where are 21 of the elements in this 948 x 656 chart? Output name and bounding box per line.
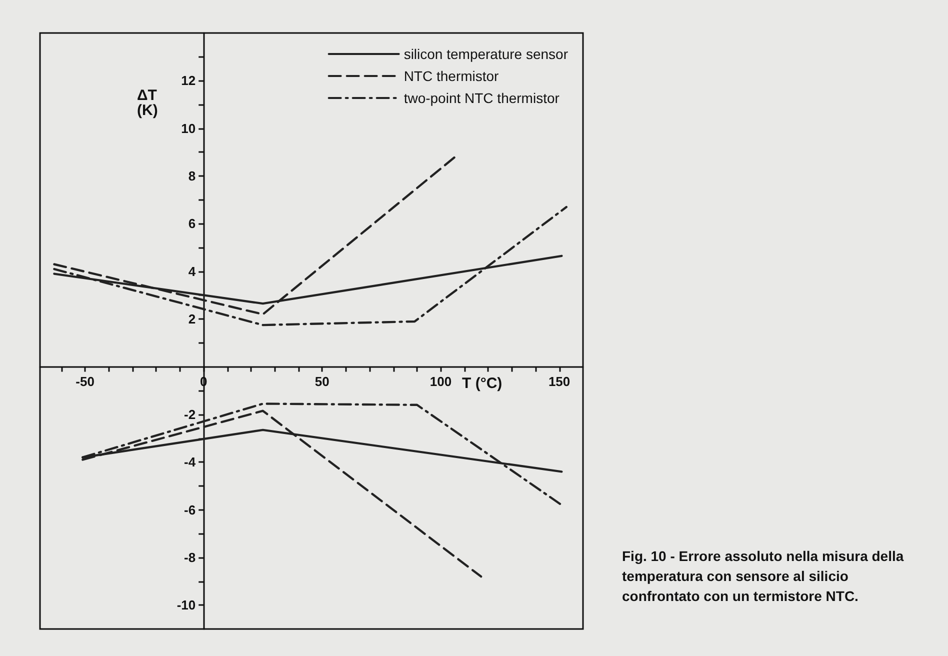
y-tick-label: -4 [184,454,196,470]
x-tick-label: 50 [314,374,330,389]
legend-label: NTC thermistor [404,68,500,84]
y-tick-label: 6 [188,216,196,232]
y-tick-label: 10 [181,120,196,136]
y-tick-label: -6 [184,502,196,518]
y-tick-label: 4 [188,264,196,279]
y-tick-label: 12 [181,73,196,88]
y-tick-label: 2 [188,312,196,327]
x-tick-label: 100 [430,374,452,389]
legend-label: two-point NTC thermistor [404,90,560,106]
caption: Fig. 10 - Errore assoluto nella misura della temperatura con sensore al silicio confrontato con un termistore NTC. [622,548,908,604]
y-axis-title: ΔT (K) [137,87,158,119]
x-axis-title: T (°C) [462,375,502,392]
y-tick-label: -2 [184,406,196,422]
y-tick-label: -8 [184,550,196,565]
y-tick-label: 8 [188,168,196,184]
x-tick-label: -50 [76,374,94,389]
legend-label: silicon temperature sensor [404,46,568,62]
y-tick-label: -10 [176,598,196,613]
x-tick-label: 150 [548,374,570,389]
